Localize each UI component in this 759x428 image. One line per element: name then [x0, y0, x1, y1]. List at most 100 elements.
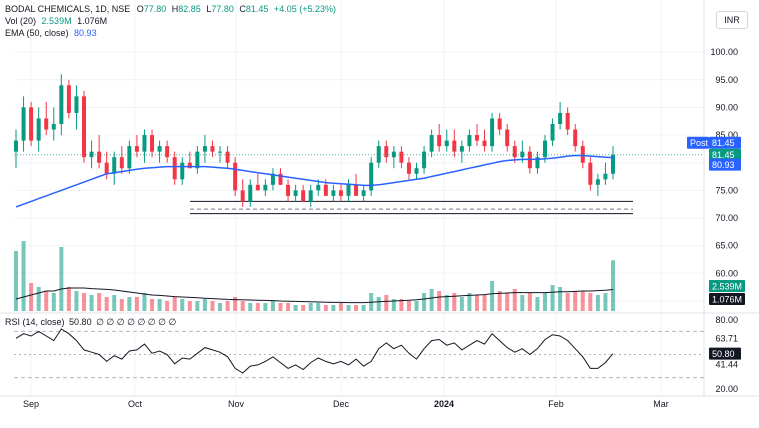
candle-body [580, 146, 585, 163]
volume-bar [51, 293, 56, 311]
candle-body [535, 157, 540, 169]
volume-bar [97, 293, 102, 311]
volume-bar [452, 293, 457, 311]
support-lines [190, 200, 633, 215]
candle-body [376, 146, 381, 163]
symbol-title: BODAL CHEMICALS, 1D, NSE [5, 4, 131, 14]
candle-body [316, 184, 321, 191]
candle-body [611, 154, 615, 174]
volume-badge-bg [709, 280, 745, 292]
volume-bar [225, 301, 230, 311]
candle-body [89, 151, 94, 158]
volume-bar [187, 301, 192, 311]
candle-body [346, 184, 351, 196]
volume-bar [165, 301, 170, 311]
volume-bar [263, 303, 268, 311]
candle-body [512, 146, 517, 158]
candle-body [497, 118, 502, 130]
ema-value: 80.93 [74, 28, 97, 38]
last-price-badge: 81.45 [709, 148, 741, 161]
candle-body [248, 184, 253, 202]
volume-ma-badge-text: 1.076M [712, 295, 742, 305]
candle-body [134, 146, 139, 152]
time-tick-label: Oct [128, 399, 143, 409]
open-value: 77.80 [143, 4, 167, 14]
volume-bar [497, 291, 502, 311]
candle-body [399, 151, 404, 163]
volume-bar [444, 295, 449, 311]
volume-bar [21, 241, 26, 311]
volume-bar [580, 291, 585, 311]
volume-bar [482, 295, 487, 311]
candle-body [36, 118, 41, 141]
candle-body [467, 135, 472, 147]
candle-body [354, 184, 359, 196]
time-axis[interactable]: Sep Oct Nov Dec 2024 Feb Mar [23, 399, 669, 409]
volume-bar [119, 299, 124, 311]
candle-body [490, 118, 495, 147]
price-tick-label: 90.00 [715, 102, 738, 112]
candle-body [459, 146, 464, 152]
rsi-tick-label: 41.44 [715, 359, 738, 369]
candle-body [240, 190, 245, 202]
volume-bar [384, 295, 389, 311]
time-tick-label: Dec [333, 399, 350, 409]
candle-body [565, 112, 570, 130]
time-tick-label: Sep [23, 399, 39, 409]
candle-body [225, 151, 230, 163]
candle-body [66, 85, 71, 113]
candle-body [308, 190, 313, 202]
post-price-badge-text: 81.45 [712, 138, 735, 148]
low-value: 77.80 [211, 4, 234, 14]
volume-bar [520, 295, 525, 311]
price-tick-label: 95.00 [715, 75, 738, 85]
low-label: L [206, 4, 212, 14]
rsi-tick-label: 80.00 [715, 315, 738, 325]
rsi-badge-bg [709, 347, 741, 360]
volume-bar [59, 247, 64, 311]
high-label: H [171, 4, 179, 14]
volume-bar [611, 260, 615, 311]
candle-body [293, 190, 298, 196]
candle-body [429, 135, 434, 152]
volume-bar [142, 293, 147, 311]
candle-body [51, 124, 56, 130]
candle-body [369, 162, 374, 191]
volume-bars [14, 241, 615, 311]
volume-bar [550, 285, 555, 311]
volume-bar [218, 303, 223, 311]
volume-bar [127, 297, 132, 311]
candle-body [542, 140, 547, 158]
volume-bar [202, 299, 207, 311]
candle-body [520, 151, 525, 158]
candle-body [603, 173, 608, 180]
grid-lines [14, 0, 704, 395]
candle-body [323, 184, 328, 196]
last-price-badge-text: 81.45 [712, 150, 735, 160]
ema-legend: EMA (50, close) 80.93 [5, 28, 97, 38]
volume-bar [376, 297, 381, 311]
volume-bar [490, 281, 495, 311]
volume-bar [535, 297, 540, 311]
symbol-legend: BODAL CHEMICALS, 1D, NSE O77.80 H82.85 L… [5, 4, 336, 14]
volume-legend: Vol (20) 2.539M 1.076M [5, 16, 107, 26]
volume-bar [558, 287, 563, 311]
price-axis[interactable]: 70.0075.0080.0085.0090.0095.00100.0055.0… [710, 47, 738, 394]
candle-body [301, 190, 306, 202]
candle-body [278, 173, 283, 185]
volume-bar [323, 305, 328, 311]
ema-badge-bg [709, 158, 741, 171]
volume-badge-text: 2.539M [712, 282, 742, 292]
volume-bar [414, 301, 419, 311]
currency-button[interactable]: INR [716, 11, 748, 29]
volume-bar [603, 293, 608, 311]
candle-body [180, 162, 185, 180]
price-tick-label: 100.00 [710, 47, 738, 57]
candle-body [112, 157, 117, 174]
volume-bar [331, 305, 336, 311]
volume-bar [74, 291, 79, 311]
volume-ma-badge: 1.076M [709, 293, 745, 305]
